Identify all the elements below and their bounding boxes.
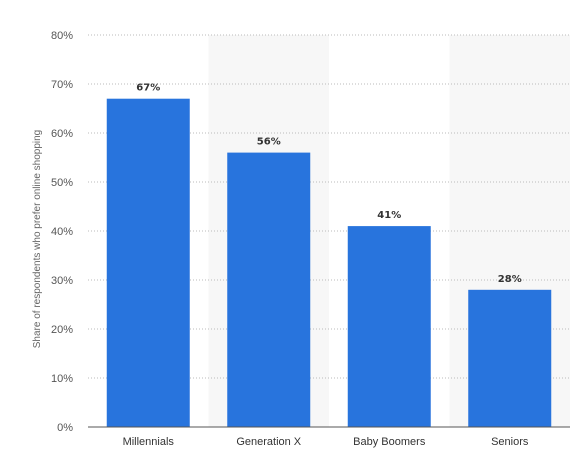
bar[interactable] [347,226,431,427]
bar[interactable] [106,98,190,427]
data-label: 67% [136,83,160,94]
x-axis-ticks: Millennials Generation X Baby Boomers Senio… [123,436,529,448]
y-axis-title: Share of respondents who prefer online s… [32,130,43,348]
x-tick-label: Baby Boomers [353,436,426,448]
bar[interactable] [468,289,552,427]
x-tick-label: Millennials [123,436,175,448]
gridlines [88,34,570,379]
y-tick-label: 80% [51,30,73,42]
y-tick-label: 0% [57,422,73,434]
bars [106,98,552,427]
y-tick-label: 60% [51,128,73,140]
y-tick-label: 50% [51,177,73,189]
x-tick-label: Generation X [236,436,301,448]
bar[interactable] [227,152,311,427]
data-label: 28% [498,274,522,285]
y-tick-label: 30% [51,275,73,287]
y-tick-label: 40% [51,226,73,238]
x-tick-label: Seniors [491,436,529,448]
data-label: 56% [257,137,281,148]
data-label: 41% [377,210,401,221]
y-tick-label: 70% [51,79,73,91]
data-labels: 67% 56% 41% 28% [136,83,521,285]
y-axis-ticks: 0% 10% 20% 30% 40% 50% 60% 70% 80% [51,30,73,434]
y-tick-label: 10% [51,373,73,385]
y-tick-label: 20% [51,324,73,336]
